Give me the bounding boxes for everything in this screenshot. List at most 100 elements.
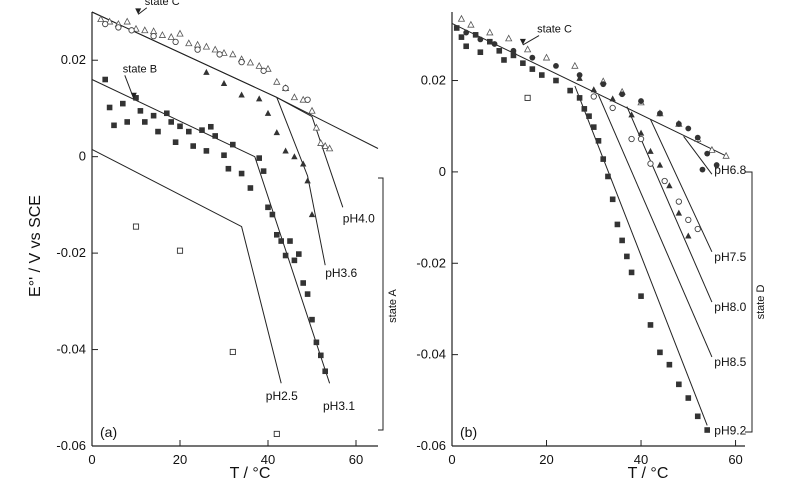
panel-a-point-open-circle (150, 32, 157, 40)
panel-b-y-ticks: 0.02 0 -0.02 -0.04 -0.06 (416, 73, 458, 453)
panel-a-point-filled-triangle (256, 95, 263, 102)
panel-a-point-open-triangle (141, 26, 149, 34)
panel-a-point-filled-triangle (308, 211, 316, 218)
panel-b-point-filled-triangle (656, 161, 664, 168)
panel-b-label: (b) (460, 424, 477, 440)
panel-b-point-open-circle (694, 225, 701, 233)
panel-a-point-filled-square (155, 128, 161, 135)
panel-b-point-open-circle (685, 216, 692, 224)
panel-b-point-open-circle (661, 177, 668, 185)
panel-a-point-filled-square (186, 128, 192, 135)
panel-a-point-open-circle (260, 67, 267, 74)
panel-b-y-tick-label: 0 (439, 164, 446, 179)
panel-b-annotations: state C (519, 24, 572, 46)
panel-a-point-open-circle (128, 27, 135, 34)
panel-a-point-filled-square (260, 168, 267, 174)
panel-b-point-open-circle (647, 160, 654, 167)
panel-a-annotation: state B (123, 63, 157, 75)
panel-b-point-filled-triangle (590, 86, 597, 93)
panel-b-point-open-triangle (571, 61, 579, 69)
panel-a-point-open-triangle (193, 40, 202, 48)
panel-b-point-filled-square (605, 173, 611, 180)
panel-a-point-filled-square (269, 211, 276, 218)
panel-b-point-filled-square (647, 322, 654, 328)
panel-a-point-filled-square (225, 165, 232, 172)
panel-b-point-filled-square (581, 106, 588, 112)
panel-a-point-filled-square (230, 141, 236, 148)
panel-a-point-filled-square (300, 280, 306, 286)
panel-a-point-open-circle (216, 51, 223, 58)
panel-b-point-filled-circle (463, 29, 470, 36)
panel-b-point-filled-circle (704, 150, 711, 157)
panel-b-data-points (453, 14, 730, 433)
panel-a-x-tick-label: 40 (261, 452, 275, 467)
panel-a-point-open-triangle (255, 61, 263, 69)
panel-a-point-open-triangle (202, 42, 211, 50)
panel-a-fit-line-ph3-6 (91, 11, 326, 266)
panel-b-point-open-triangle (457, 14, 466, 22)
panel-a-point-open-circle (172, 38, 179, 46)
panel-b-point-filled-circle (699, 166, 706, 173)
panel-b-point-filled-circle (638, 98, 644, 104)
panel-b-point-filled-square (590, 124, 597, 130)
panel-a-point-filled-square (150, 112, 157, 119)
panel-a-point-filled-triangle (220, 79, 228, 86)
panel-a-point-open-circle (238, 59, 245, 66)
panel-b-point-filled-square (666, 361, 673, 368)
panel-a-point-filled-square (313, 339, 320, 346)
panel-a-x-tick-label: 0 (88, 452, 95, 467)
panel-b-point-filled-square (477, 49, 484, 56)
panel-b-point-filled-square (487, 38, 493, 45)
panel-b-point-open-circle (628, 135, 635, 143)
panel-b-curve-labels: pH6.8 pH7.5 pH8.0 pH8.5 pH9.2 (714, 163, 746, 437)
panel-a-point-filled-square (164, 110, 170, 117)
panel-b-point-filled-square (496, 48, 503, 54)
panel-b-point-filled-circle (491, 41, 498, 47)
panel-a-point-open-circle (282, 85, 289, 92)
panel-b-point-filled-triangle (576, 74, 583, 81)
panel-a-point-filled-square (274, 231, 280, 238)
panel-a-point-filled-triangle (238, 91, 245, 98)
panel-a-point-open-circle (194, 46, 201, 53)
panel-a-point-filled-square (247, 185, 254, 191)
panel-a-point-open-triangle (176, 29, 184, 37)
panel-a-y-tick-label: 0.02 (61, 52, 86, 67)
panel-a-annotation: state C (145, 0, 180, 8)
panel-a-y-ticks: 0.02 0 -0.02 -0.04 -0.06 (56, 52, 98, 453)
panel-a-y-tick-label: -0.02 (56, 245, 86, 260)
panel-b-point-filled-square (501, 57, 507, 63)
panel-b-point-open-triangle (505, 34, 513, 42)
panel-a-point-filled-square (238, 170, 245, 177)
panel-a-point-open-triangle (211, 45, 219, 53)
panel-b-point-open-circle (637, 135, 645, 143)
panel-a-x-tick-label: 20 (173, 452, 187, 467)
panel-b-x-ticks: 0 20 40 60 (448, 440, 743, 467)
panel-b-point-filled-square (453, 25, 460, 31)
panel-a: 0 20 40 60 0.020-0.02-0.04-0.06 pH4.0pH3.6p… (27, 0, 399, 482)
panel-b-point-filled-square (586, 113, 592, 119)
panel-b-x-tick-label: 60 (728, 452, 742, 467)
panel-b-y-tick-label: -0.06 (416, 438, 446, 453)
panel-a-point-filled-triangle (291, 153, 298, 160)
panel-a-point-filled-square (318, 352, 324, 359)
panel-a-point-open-triangle (97, 15, 105, 23)
panel-a-point-open-triangle (158, 31, 167, 38)
panel-a-point-filled-square (265, 204, 271, 211)
panel-a-point-open-triangle (167, 33, 175, 40)
panel-b-point-filled-square (472, 32, 479, 38)
panel-a-point-filled-triangle (264, 109, 272, 116)
panel-a-point-filled-square (111, 122, 117, 129)
panel-b-point-filled-square (676, 381, 682, 388)
panel-a-point-open-square (176, 247, 184, 254)
panel-b-y-tick-label: -0.02 (416, 255, 446, 270)
panel-b-annotation-arrowhead (519, 38, 526, 45)
panel-b-point-filled-triangle (637, 129, 645, 136)
panel-b-point-filled-circle (529, 54, 536, 61)
panel-a-point-filled-square (172, 139, 179, 145)
panel-a-point-filled-triangle (304, 177, 311, 184)
panel-a-point-filled-square (203, 148, 210, 154)
panel-b-fit-line-ph7-5 (650, 119, 713, 253)
panel-a-x-axis-title: T / °C (230, 465, 271, 482)
panel-a-point-open-circle (102, 20, 109, 28)
